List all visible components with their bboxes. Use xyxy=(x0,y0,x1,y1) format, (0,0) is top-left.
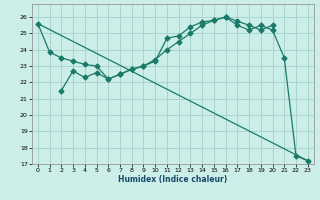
X-axis label: Humidex (Indice chaleur): Humidex (Indice chaleur) xyxy=(118,175,228,184)
